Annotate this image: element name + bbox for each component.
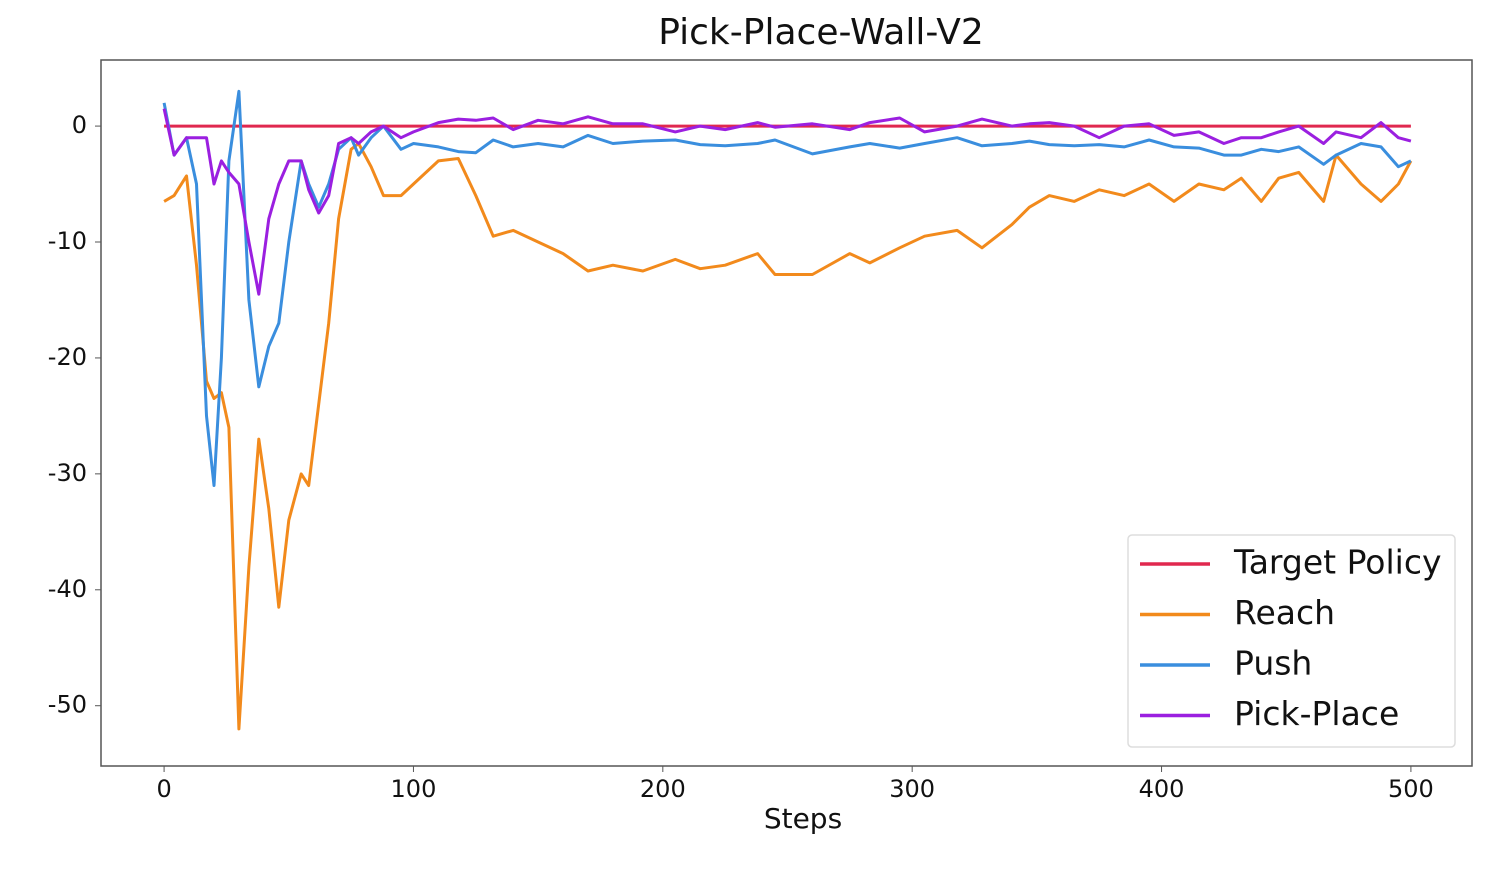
plot-frame (100, 59, 1473, 767)
x-tick-label: 0 (156, 775, 171, 803)
legend-label: Reach (1234, 593, 1335, 632)
series-line (162, 89, 1412, 487)
y-tick-label: -40 (48, 575, 87, 603)
legend-label: Target Policy (1233, 543, 1442, 582)
chart-title: Pick-Place-Wall-V2 (658, 12, 984, 53)
legend-box (1127, 534, 1456, 748)
y-tick-label: -50 (48, 691, 87, 719)
x-tick-label: 100 (391, 775, 437, 803)
y-tick-label: -20 (48, 343, 87, 371)
x-tick-label: 200 (640, 775, 686, 803)
y-tick-label: -10 (48, 227, 87, 255)
series-line (163, 142, 1413, 731)
x-tick-label: 400 (1139, 775, 1185, 803)
legend-label: Pick-Place (1234, 694, 1399, 733)
legend-label: Push (1234, 644, 1312, 683)
x-tick-label: 500 (1388, 775, 1434, 803)
series-line (162, 108, 1412, 296)
y-tick-label: -30 (48, 459, 87, 487)
y-tick-label: 0 (72, 111, 87, 139)
x-tick-label: 300 (889, 775, 935, 803)
x-axis-label: Steps (764, 802, 842, 835)
